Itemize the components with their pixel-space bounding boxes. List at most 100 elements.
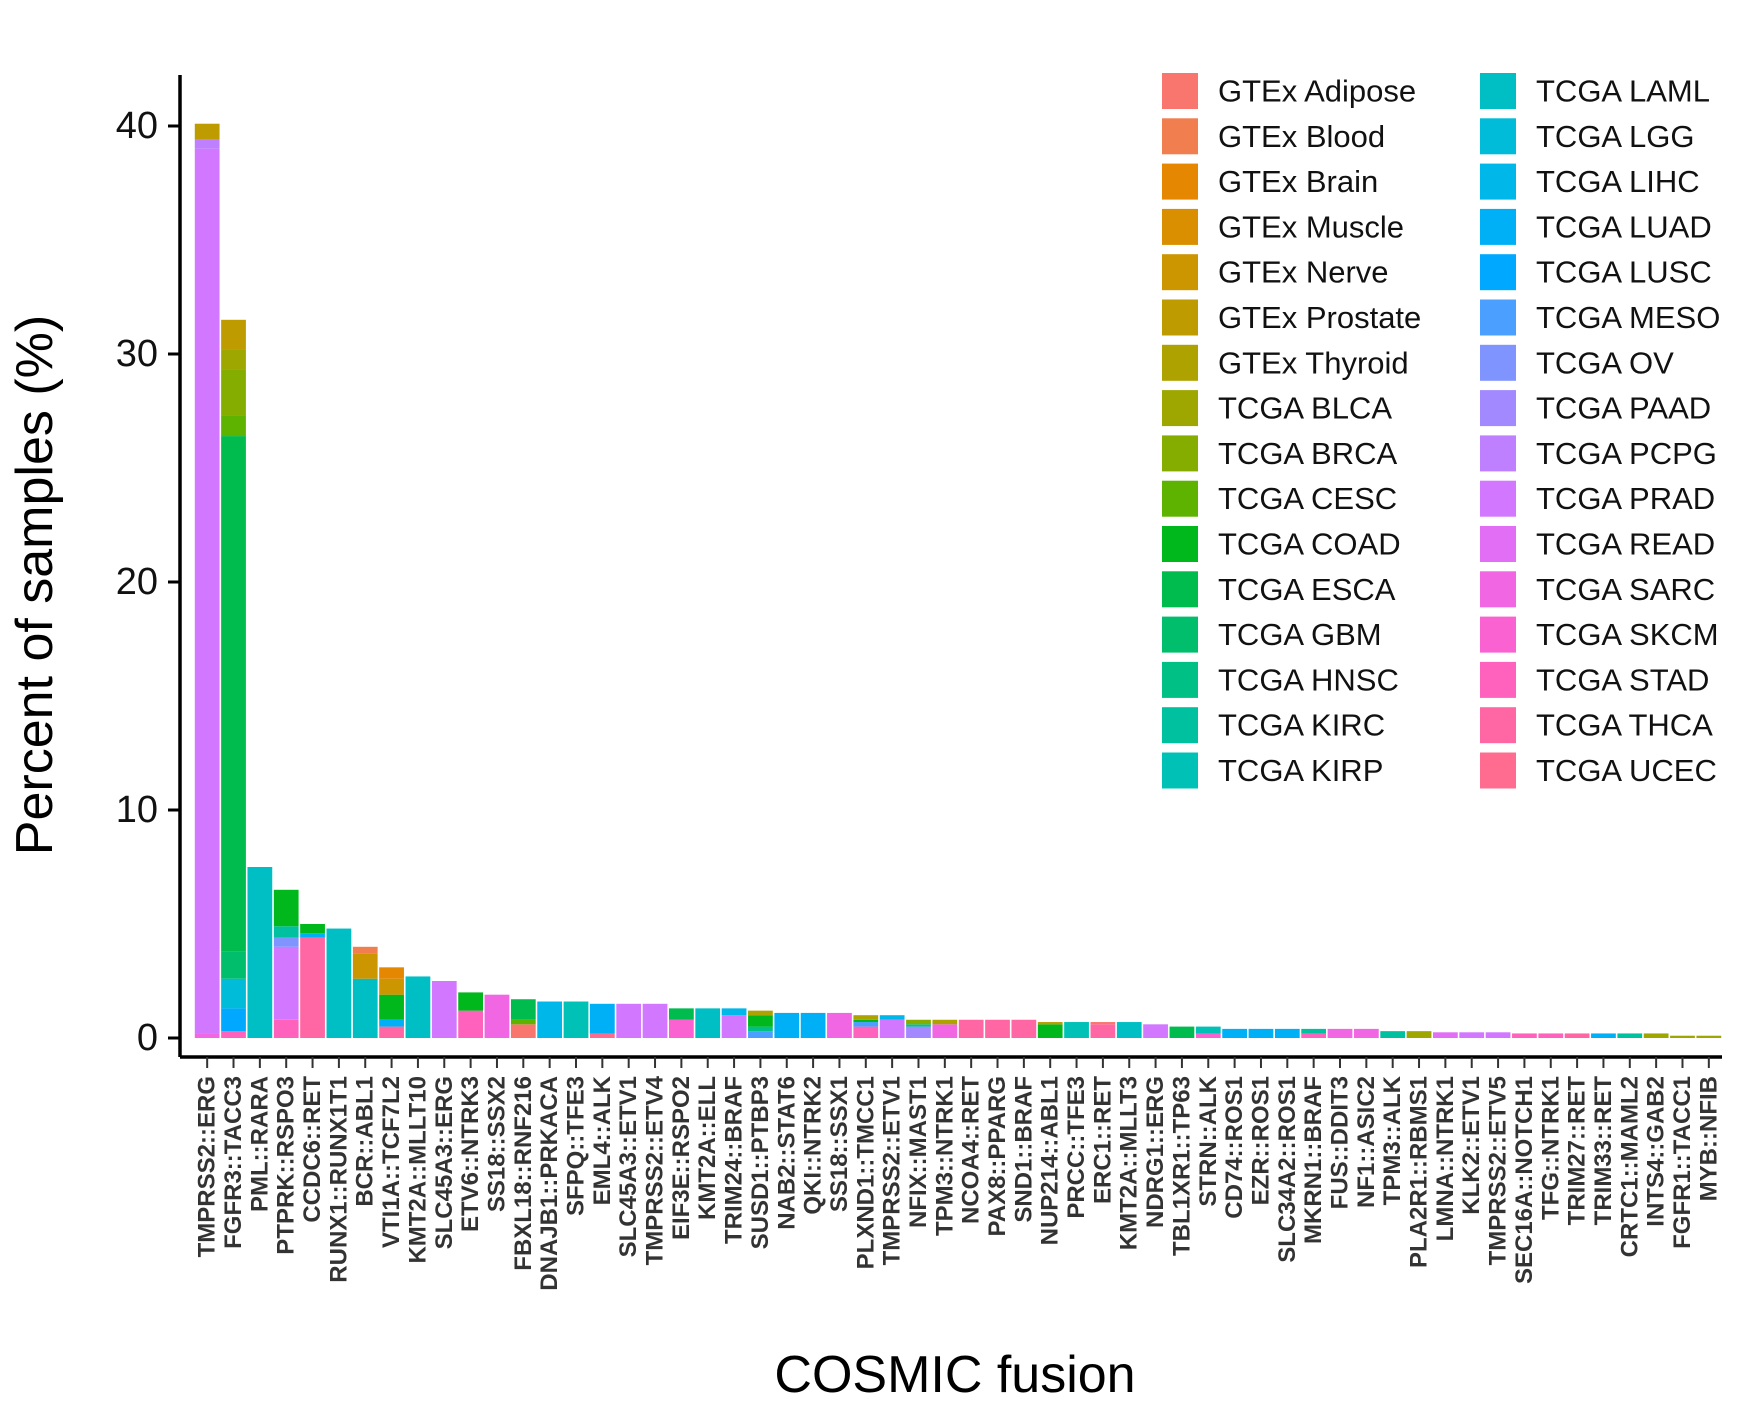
legend-swatch [1480, 299, 1516, 336]
bar-stack [1090, 1022, 1116, 1038]
bar-segment [194, 1033, 220, 1038]
x-tick-label: PML::RARA [246, 1076, 273, 1212]
bar-stack [1037, 1022, 1063, 1038]
legend: GTEx Adipose GTEx Blood GTEx Brain GTEx Mus… [1162, 73, 1720, 789]
bar-segment [800, 1012, 826, 1038]
x-tick-label: QKI::NTRK2 [800, 1076, 827, 1215]
legend-item: TCGA KIRC [1162, 707, 1385, 744]
legend-item: TCGA SARC [1480, 571, 1715, 608]
legend-swatch [1162, 344, 1198, 381]
bar-segment [721, 1008, 747, 1016]
x-axis: TMPRSS2::ERG FGFR3::TACC3 PML::RARA PTPRK::… [194, 1057, 1722, 1291]
bar-segment [379, 994, 404, 1020]
bar-stack [1116, 1022, 1142, 1038]
bar-stack [1485, 1032, 1511, 1038]
bar-stack [1064, 1022, 1089, 1038]
legend-label: TCGA MESO [1536, 300, 1720, 335]
bar-segment [774, 1012, 800, 1038]
legend-item: TCGA GBM [1162, 616, 1382, 653]
legend-swatch [1480, 390, 1516, 427]
bar-segment [721, 1015, 747, 1038]
x-tick-label: ETV6::NTRK3 [457, 1076, 484, 1232]
bar-stack [748, 1010, 773, 1038]
legend-label: TCGA UCEC [1536, 753, 1717, 788]
legend-label: TCGA STAD [1536, 662, 1709, 697]
x-tick-label: VTI1A::TCF7L2 [378, 1076, 405, 1248]
legend-item: TCGA CESC [1162, 480, 1397, 517]
x-tick-label: TMPRSS2::ETV5 [1485, 1076, 1512, 1265]
legend-item: GTEx Muscle [1162, 208, 1404, 245]
bar-stack [1195, 1026, 1221, 1038]
bar-segment [1248, 1028, 1274, 1038]
bar-segment [221, 369, 246, 416]
legend-swatch [1480, 73, 1516, 109]
bar-segment [1617, 1033, 1643, 1038]
legend-swatch [1162, 661, 1198, 698]
y-tick-label: 0 [137, 1017, 158, 1059]
x-tick-label: SLC45A3::ETV1 [615, 1076, 642, 1257]
bar-segment [352, 978, 378, 1038]
legend-label: TCGA LUAD [1536, 209, 1712, 244]
legend-item: TCGA MESO [1480, 299, 1720, 336]
bar-segment [221, 436, 246, 952]
bar-segment [510, 999, 536, 1020]
legend-item: GTEx Prostate [1162, 299, 1421, 336]
legend-swatch [1162, 571, 1198, 608]
bar-stack [300, 924, 325, 1038]
legend-label: TCGA BLCA [1218, 391, 1392, 426]
legend-label: TCGA SKCM [1536, 617, 1719, 652]
x-tick-label: CD74::ROS1 [1221, 1076, 1248, 1219]
x-tick-label: STRN::ALK [1195, 1075, 1222, 1206]
bar-stack [827, 1012, 852, 1038]
x-tick-label: CRTC1::MAML2 [1616, 1076, 1643, 1257]
x-tick-label: TMPRSS2::ERG [194, 1076, 221, 1257]
legend-item: TCGA PAAD [1480, 390, 1711, 427]
bar-segment [273, 1019, 299, 1038]
bar-stack [352, 946, 378, 1038]
bar-stack [431, 981, 457, 1038]
bar-stack [1617, 1033, 1643, 1038]
bar-stack [537, 1001, 563, 1038]
legend-item: TCGA UCEC [1480, 752, 1717, 789]
x-tick-label: INTS4::GAB2 [1643, 1076, 1670, 1227]
y-tick-label: 10 [116, 789, 158, 831]
legend-label: TCGA CESC [1218, 481, 1397, 516]
bar-segment [853, 1019, 879, 1023]
legend-item: TCGA ESCA [1162, 571, 1396, 608]
legend-swatch [1162, 526, 1198, 562]
bar-segment [1433, 1032, 1458, 1038]
bar-segment [1512, 1033, 1537, 1038]
bar-stack [379, 967, 404, 1038]
bar-segment [379, 978, 404, 995]
bar-segment [1301, 1033, 1327, 1038]
legend-swatch [1480, 344, 1516, 381]
x-tick-label: NFIX::MAST1 [905, 1076, 932, 1228]
bar-segment [379, 1019, 404, 1027]
x-tick-label: EZR::ROS1 [1247, 1076, 1274, 1205]
legend-swatch [1162, 299, 1198, 336]
x-tick-label: NUP214::ABL1 [1037, 1076, 1064, 1245]
legend-item: GTEx Brain [1162, 163, 1378, 200]
bar-segment [906, 1024, 931, 1027]
bar-segment [985, 1019, 1010, 1038]
legend-item: TCGA PRAD [1480, 480, 1715, 517]
legend-item: TCGA LIHC [1480, 163, 1700, 200]
bar-stack [695, 1008, 721, 1038]
bar-segment [1037, 1022, 1063, 1025]
legend-swatch [1480, 661, 1516, 698]
bar-segment [1143, 1024, 1168, 1038]
legend-item: TCGA BRCA [1162, 435, 1397, 472]
bar-segment [300, 937, 325, 1038]
bar-segment [1274, 1028, 1300, 1038]
bar-segment [221, 1008, 246, 1032]
bar-segment [589, 1003, 615, 1034]
bar-segment [563, 1001, 589, 1038]
bar-stack [1274, 1028, 1300, 1038]
bar-segment [273, 926, 299, 938]
bar-segment [510, 1019, 536, 1025]
bar-segment [1090, 1024, 1116, 1038]
bar-segment [221, 349, 246, 370]
legend-swatch [1480, 208, 1516, 245]
x-tick-label: TBL1XR1::TP63 [1168, 1076, 1195, 1256]
x-tick-label: EIF3E::RSPO2 [668, 1076, 695, 1240]
